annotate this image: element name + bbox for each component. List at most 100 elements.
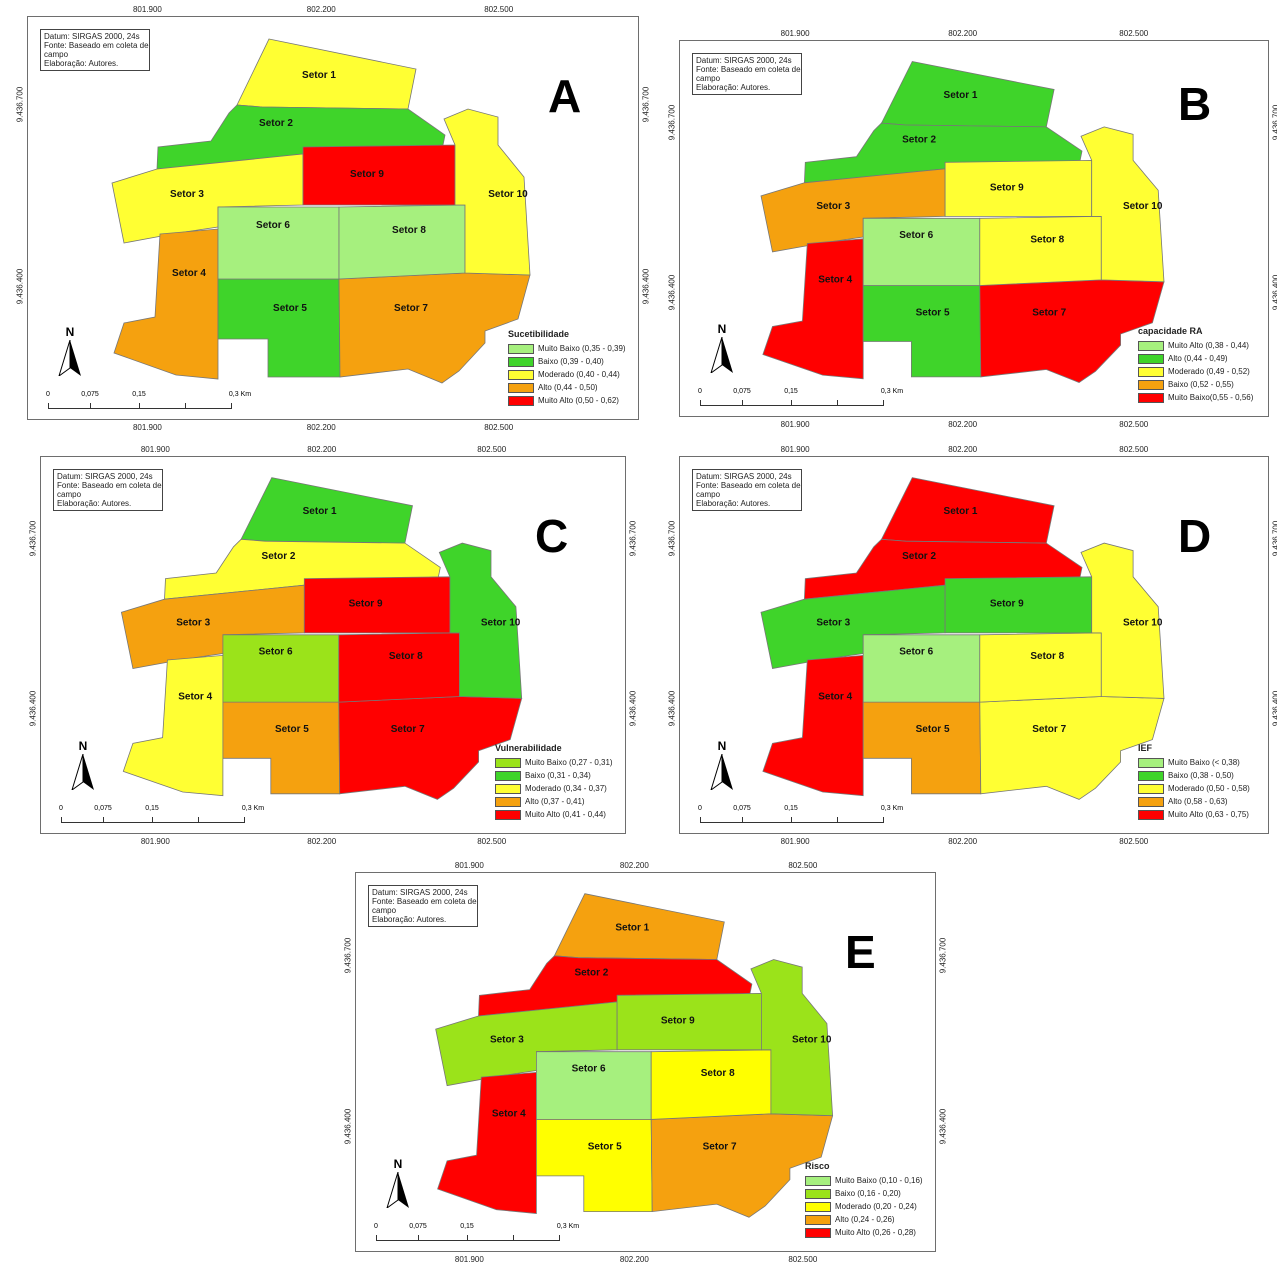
sector-5-area[interactable] (223, 702, 340, 794)
legend-item: Muito Baixo (0,35 - 0,39) (508, 342, 626, 355)
sector-4-area[interactable] (763, 239, 863, 379)
sector-8-area[interactable] (980, 216, 1102, 285)
sector-8-area[interactable] (339, 205, 465, 279)
north-label: N (58, 325, 82, 339)
legend-label: Muito Baixo (0,35 - 0,39) (538, 344, 626, 353)
scale-tick (742, 400, 743, 405)
x-coordinate-label: 802.500 (484, 423, 513, 432)
sector-5-area[interactable] (863, 286, 981, 377)
sector-6-area[interactable] (218, 207, 339, 279)
legend: capacidade RA Muito Alto (0,38 - 0,44) Alt… (1138, 326, 1253, 404)
sector-6-area[interactable] (863, 218, 980, 285)
sector-10-label: Setor 10 (1123, 201, 1163, 212)
legend-item: Muito Baixo(0,55 - 0,56) (1138, 391, 1253, 404)
x-coordinate-label: 802.200 (948, 445, 977, 454)
legend-item: Alto (0,24 - 0,26) (805, 1213, 923, 1226)
sector-3-label: Setor 3 (490, 1034, 524, 1045)
legend-item: Muito Baixo (0,10 - 0,16) (805, 1174, 923, 1187)
sector-6-area[interactable] (223, 635, 339, 702)
sector-5-label: Setor 5 (273, 303, 307, 314)
legend-label: Muito Baixo (< 0,38) (1168, 758, 1240, 767)
sector-8-area[interactable] (980, 633, 1102, 702)
sector-4-label: Setor 4 (492, 1109, 526, 1120)
y-coordinate-label: 9.436.700 (1272, 519, 1277, 559)
sector-5-label: Setor 5 (588, 1142, 622, 1153)
sector-1-label: Setor 1 (303, 506, 337, 517)
legend-item: Moderado (0,40 - 0,44) (508, 368, 626, 381)
x-coordinate-label: 801.900 (781, 837, 810, 846)
scale-tick (418, 1235, 419, 1240)
scale-label: 0 (374, 1223, 378, 1230)
sector-7-area[interactable] (980, 280, 1164, 383)
sector-6-area[interactable] (536, 1052, 651, 1120)
legend-swatch (1138, 393, 1164, 403)
legend-swatch (805, 1215, 831, 1225)
y-coordinate-label: 9.436.700 (1272, 102, 1277, 142)
sector-8-label: Setor 8 (701, 1068, 735, 1079)
sector-4-area[interactable] (123, 655, 223, 795)
sector-1-label: Setor 1 (615, 922, 649, 933)
sector-8-label: Setor 8 (1030, 235, 1064, 246)
legend-item: Baixo (0,52 - 0,55) (1138, 378, 1253, 391)
scale-label: 0,075 (733, 805, 751, 812)
legend-label: Muito Alto (0,26 - 0,28) (835, 1228, 916, 1237)
sector-2-label: Setor 2 (259, 118, 293, 129)
sector-4-area[interactable] (438, 1072, 537, 1213)
sector-7-label: Setor 7 (391, 724, 425, 735)
legend-item: Baixo (0,38 - 0,50) (1138, 769, 1250, 782)
sector-5-area[interactable] (218, 279, 340, 377)
sector-8-area[interactable] (339, 633, 460, 702)
legend-swatch (805, 1176, 831, 1186)
sector-5-area[interactable] (863, 702, 981, 794)
sector-5-label: Setor 5 (916, 724, 950, 735)
sector-1-label: Setor 1 (302, 70, 336, 81)
scale-tick (837, 400, 838, 405)
sector-6-label: Setor 6 (256, 220, 290, 231)
scale-tick (467, 1235, 468, 1240)
sector-3-label: Setor 3 (816, 201, 850, 212)
sector-10-label: Setor 10 (1123, 617, 1163, 628)
sector-6-label: Setor 6 (899, 230, 933, 241)
sector-8-area[interactable] (651, 1050, 771, 1120)
legend-label: Moderado (0,49 - 0,52) (1168, 367, 1250, 376)
sector-3-label: Setor 3 (816, 617, 850, 628)
sector-4-area[interactable] (114, 229, 218, 379)
sector-6-area[interactable] (863, 635, 980, 702)
legend-swatch (508, 344, 534, 354)
scale-label: 0,075 (94, 805, 112, 812)
scale-label: 0,075 (409, 1223, 427, 1230)
sector-4-area[interactable] (763, 655, 863, 795)
sector-7-area[interactable] (980, 697, 1164, 800)
scale-label: 0,3 Km (881, 805, 903, 812)
y-coordinate-label: 9.436.700 (29, 519, 38, 559)
y-coordinate-label: 9.436.700 (668, 102, 677, 142)
sector-7-area[interactable] (339, 273, 530, 383)
x-coordinate-label: 802.200 (620, 861, 649, 870)
sector-4-label: Setor 4 (818, 275, 852, 286)
scale-label: 0,15 (784, 805, 798, 812)
legend-item: Muito Alto (0,38 - 0,44) (1138, 339, 1253, 352)
legend-title: Risco (805, 1161, 923, 1171)
legend-title: capacidade RA (1138, 326, 1253, 336)
scale-label: 0,075 (81, 391, 99, 398)
legend-label: Muito Alto (0,63 - 0,75) (1168, 810, 1249, 819)
legend-swatch (495, 810, 521, 820)
sector-8-label: Setor 8 (392, 225, 426, 236)
legend-item: Alto (0,44 - 0,49) (1138, 352, 1253, 365)
x-coordinate-label: 802.500 (788, 861, 817, 870)
legend-label: Alto (0,44 - 0,49) (1168, 354, 1228, 363)
sector-5-area[interactable] (536, 1119, 652, 1211)
legend-item: Baixo (0,31 - 0,34) (495, 769, 613, 782)
x-coordinate-label: 802.500 (1119, 445, 1148, 454)
north-arrow-shape (710, 337, 734, 373)
sector-10-label: Setor 10 (792, 1034, 832, 1045)
sector-5-label: Setor 5 (275, 724, 309, 735)
